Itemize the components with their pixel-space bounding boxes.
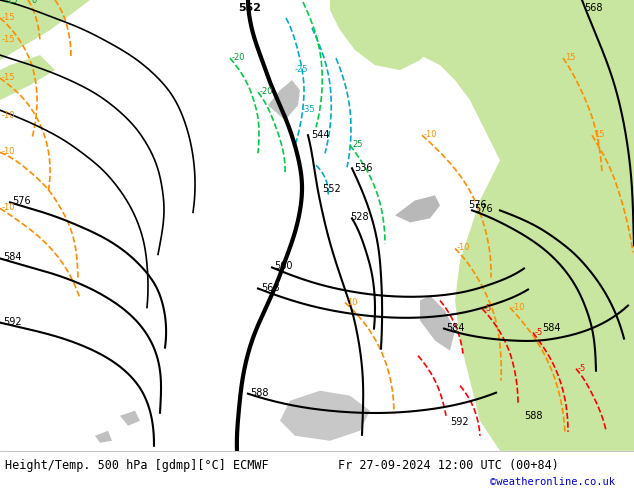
Text: 568: 568	[261, 283, 280, 293]
Polygon shape	[280, 391, 370, 441]
Text: 560: 560	[274, 262, 292, 271]
Text: 584: 584	[3, 252, 22, 263]
Text: -15: -15	[2, 73, 15, 82]
Polygon shape	[530, 0, 634, 110]
Polygon shape	[120, 411, 140, 426]
Text: -20: -20	[232, 53, 245, 62]
Text: -5: -5	[578, 364, 586, 373]
Polygon shape	[330, 0, 440, 70]
Text: -10: -10	[512, 302, 526, 312]
Polygon shape	[95, 431, 112, 443]
Text: 592: 592	[3, 317, 22, 326]
Text: 592: 592	[450, 417, 469, 427]
Text: 15: 15	[594, 130, 604, 139]
Text: 528: 528	[350, 212, 368, 222]
Text: 588: 588	[524, 411, 543, 421]
Text: 544: 544	[311, 130, 330, 140]
Text: 568: 568	[584, 3, 602, 13]
Text: -15: -15	[5, 0, 18, 5]
Text: Fr 27-09-2024 12:00 UTC (00+84): Fr 27-09-2024 12:00 UTC (00+84)	[338, 460, 559, 472]
Text: 15: 15	[565, 53, 576, 62]
Text: 536: 536	[354, 163, 373, 173]
Text: 576: 576	[12, 196, 30, 206]
Polygon shape	[0, 0, 90, 60]
Text: 552: 552	[238, 3, 261, 13]
Text: 584: 584	[542, 322, 560, 333]
Polygon shape	[268, 80, 300, 120]
Text: Height/Temp. 500 hPa [gdmp][°C] ECMWF: Height/Temp. 500 hPa [gdmp][°C] ECMWF	[5, 460, 269, 472]
Polygon shape	[420, 295, 455, 351]
Text: -35: -35	[302, 105, 316, 114]
Text: 576: 576	[474, 204, 493, 215]
Polygon shape	[0, 55, 55, 100]
Text: 576: 576	[468, 200, 487, 210]
Text: 10: 10	[347, 297, 358, 307]
Text: 25: 25	[352, 140, 363, 149]
Text: 0: 0	[32, 0, 37, 5]
Text: -10: -10	[424, 130, 437, 139]
Text: -5: -5	[535, 328, 543, 337]
Text: 552: 552	[322, 184, 340, 195]
Text: -20: -20	[260, 87, 273, 96]
Polygon shape	[395, 196, 440, 222]
Text: 588: 588	[250, 388, 269, 398]
Text: -10: -10	[2, 111, 15, 120]
Text: -15: -15	[2, 35, 15, 44]
Text: -10: -10	[2, 147, 15, 156]
Text: -5: -5	[484, 303, 492, 313]
Polygon shape	[355, 0, 634, 451]
Text: -15: -15	[2, 13, 15, 22]
Text: 584: 584	[446, 322, 465, 333]
Text: ©weatheronline.co.uk: ©weatheronline.co.uk	[490, 477, 615, 487]
Text: -25: -25	[295, 65, 309, 74]
Text: -10: -10	[2, 203, 15, 212]
Text: -10: -10	[457, 244, 470, 252]
